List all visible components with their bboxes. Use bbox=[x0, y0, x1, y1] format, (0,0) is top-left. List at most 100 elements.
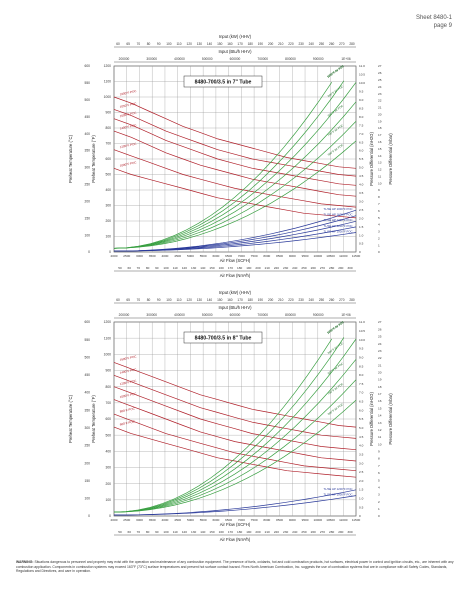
y-tick-c-label: 400 bbox=[84, 391, 90, 395]
y-tick-inwc-label: 10.0 bbox=[359, 338, 365, 342]
top-axis-kw-tick: 280 bbox=[349, 298, 355, 302]
blue-series-label: TL/SE HP 1000°F POC bbox=[323, 229, 352, 233]
x-tick-label: 7000 bbox=[238, 518, 245, 522]
y-tick-inwc-label: 0.5 bbox=[359, 505, 364, 509]
y-tick-mbar-label: 13 bbox=[378, 161, 382, 165]
green-series-line bbox=[113, 80, 345, 249]
y-tick-inwc-label: 10.0 bbox=[359, 81, 365, 85]
y-tick-inwc-label: 3.5 bbox=[359, 191, 364, 195]
x-tick-label: 4000 bbox=[162, 518, 169, 522]
top-axis-kw-tick: 180 bbox=[248, 42, 254, 46]
x-tick-label: 5500 bbox=[200, 254, 207, 258]
top-axis-kw-tick: 110 bbox=[176, 42, 181, 46]
top-axis-kw-tick: 260 bbox=[329, 298, 335, 302]
y-axis-mbar-title: Pressure Differential (mbar) bbox=[388, 133, 393, 185]
y-tick-c-label: 600 bbox=[84, 320, 90, 324]
x-tick-label: 11000 bbox=[339, 254, 348, 258]
top-axis-btu-tick: 1E+06 bbox=[341, 57, 351, 61]
y-tick-mbar-label: 7 bbox=[378, 202, 380, 206]
top-axis-kw-tick: 90 bbox=[157, 42, 161, 46]
blue-series-line bbox=[114, 489, 357, 516]
green-series-line bbox=[113, 82, 357, 249]
top-axis-kw-tick: 60 bbox=[116, 298, 120, 302]
top-axis-kw-tick: 90 bbox=[157, 298, 161, 302]
y-tick-inwc-label: 0 bbox=[359, 250, 361, 254]
y-tick-inwc-label: 5.0 bbox=[359, 166, 364, 170]
bottom-axis-nm3-tick: 270 bbox=[320, 266, 325, 270]
y-tick-mbar-label: 17 bbox=[378, 133, 382, 137]
bottom-axis-nm3-tick: 260 bbox=[311, 530, 316, 534]
x-tick-label: 3000 bbox=[136, 518, 143, 522]
top-axis-btu-tick: 900000 bbox=[313, 313, 324, 317]
top-axis-kw-tick: 120 bbox=[187, 42, 193, 46]
y-tick-inwc-label: 11.0 bbox=[359, 320, 365, 324]
bottom-axis-nm3-tick: 200 bbox=[255, 266, 260, 270]
y-tick-inwc-label: 4.5 bbox=[359, 174, 364, 178]
chart-title: 8480-700/3.5 in 7" Tube bbox=[195, 80, 252, 86]
y-tick-mbar-label: 15 bbox=[378, 406, 382, 410]
blue-series-label: TL/SE HP 1000°F POC bbox=[323, 493, 352, 497]
x-tick-label: 5000 bbox=[187, 254, 194, 258]
y-axis-inwc-title: Pressure Differential (inH2O) bbox=[369, 132, 374, 186]
top-axis-kw-tick: 130 bbox=[197, 298, 203, 302]
y-tick-c-label: 300 bbox=[84, 426, 90, 430]
top-axis-kw-tick: 65 bbox=[126, 42, 130, 46]
top-axis-kw-tick: 210 bbox=[278, 42, 284, 46]
y-tick-mbar-label: 9 bbox=[378, 450, 380, 454]
x-tick-label: 2500 bbox=[123, 518, 130, 522]
red-series-label: 1600°F POC bbox=[119, 354, 137, 362]
green-series-line bbox=[113, 82, 333, 249]
y-tick-f-label: 1100 bbox=[104, 80, 111, 84]
x-tick-label: 4500 bbox=[174, 518, 181, 522]
y-axis-f-title: Preheat Temperature (°F) bbox=[91, 135, 96, 183]
y-tick-inwc-label: 1.0 bbox=[359, 497, 364, 501]
y-tick-f-label: 800 bbox=[105, 126, 111, 130]
y-tick-inwc-label: 1.0 bbox=[359, 233, 364, 237]
top-axis-kw-tick: 100 bbox=[166, 298, 172, 302]
bottom-axis-nm3-tick: 140 bbox=[200, 266, 205, 270]
y-tick-mbar-label: 18 bbox=[378, 385, 382, 389]
y-tick-inwc-label: 2.0 bbox=[359, 479, 364, 483]
y-tick-inwc-label: 0.5 bbox=[359, 242, 364, 246]
bottom-axis-nm3-tick: 250 bbox=[301, 266, 306, 270]
top-axis-kw-tick: 280 bbox=[349, 42, 355, 46]
top-axis-btu-tick: 800000 bbox=[285, 57, 296, 61]
x-tick-label: 5000 bbox=[187, 518, 194, 522]
bottom-axis-nm3-tick: 90 bbox=[155, 530, 159, 534]
top-axis-kw-tick: 270 bbox=[339, 298, 345, 302]
top-axis-kw-tick: 120 bbox=[187, 298, 193, 302]
x-axis-title: Air Flow (SCFH) bbox=[220, 258, 251, 263]
bottom-axis-nm3-tick: 60 bbox=[127, 530, 131, 534]
red-series-line bbox=[113, 149, 357, 208]
y-tick-f-label: 1100 bbox=[104, 336, 111, 340]
chart-8in-tube: Input (kW) (HHV) 60 65 70 80 90 100 110 120 130 14… bbox=[0, 288, 464, 546]
y-tick-inwc-label: 11.0 bbox=[359, 64, 365, 68]
bottom-axis-nm3-tick: 150 bbox=[209, 266, 214, 270]
bottom-axis-nm3-tick: 160 bbox=[219, 266, 224, 270]
y-tick-mbar-label: 8 bbox=[378, 195, 380, 199]
blue-series-label: TL/SE HP 1200°F POC bbox=[323, 487, 352, 491]
page-number: page 9 bbox=[433, 23, 452, 29]
y-axis-mbar-title: Pressure Differential (mbar) bbox=[388, 393, 393, 445]
y-tick-inwc-label: 8.0 bbox=[359, 115, 364, 119]
y-tick-c-label: 400 bbox=[84, 132, 90, 136]
blue-series-line bbox=[113, 209, 357, 252]
y-tick-mbar-label: 26 bbox=[378, 71, 382, 75]
y-tick-mbar-label: 1 bbox=[378, 243, 380, 247]
y-tick-inwc-label: 9.0 bbox=[359, 98, 364, 102]
bottom-axis-nm3-tick: 290 bbox=[338, 266, 343, 270]
y-tick-mbar-label: 17 bbox=[378, 392, 382, 396]
top-axis-kw-tick: 210 bbox=[278, 298, 284, 302]
green-series-line bbox=[113, 337, 345, 513]
y-tick-inwc-label: 2.5 bbox=[359, 470, 364, 474]
y-axis-inwc-title: Pressure Differential (inH2O) bbox=[369, 392, 374, 446]
red-series-line bbox=[113, 386, 357, 451]
y-tick-inwc-label: 1.5 bbox=[359, 225, 364, 229]
y-axis-c-title: Preheat Temperature (°C) bbox=[68, 134, 73, 183]
y-tick-inwc-label: 3.5 bbox=[359, 452, 364, 456]
x-tick-label: 8500 bbox=[276, 254, 283, 258]
x-tick-label: 3000 bbox=[136, 254, 143, 258]
y-tick-f-label: 900 bbox=[105, 111, 111, 115]
bottom-axis-nm3-tick: 120 bbox=[182, 266, 187, 270]
top-axis-kw-tick: 80 bbox=[147, 298, 151, 302]
